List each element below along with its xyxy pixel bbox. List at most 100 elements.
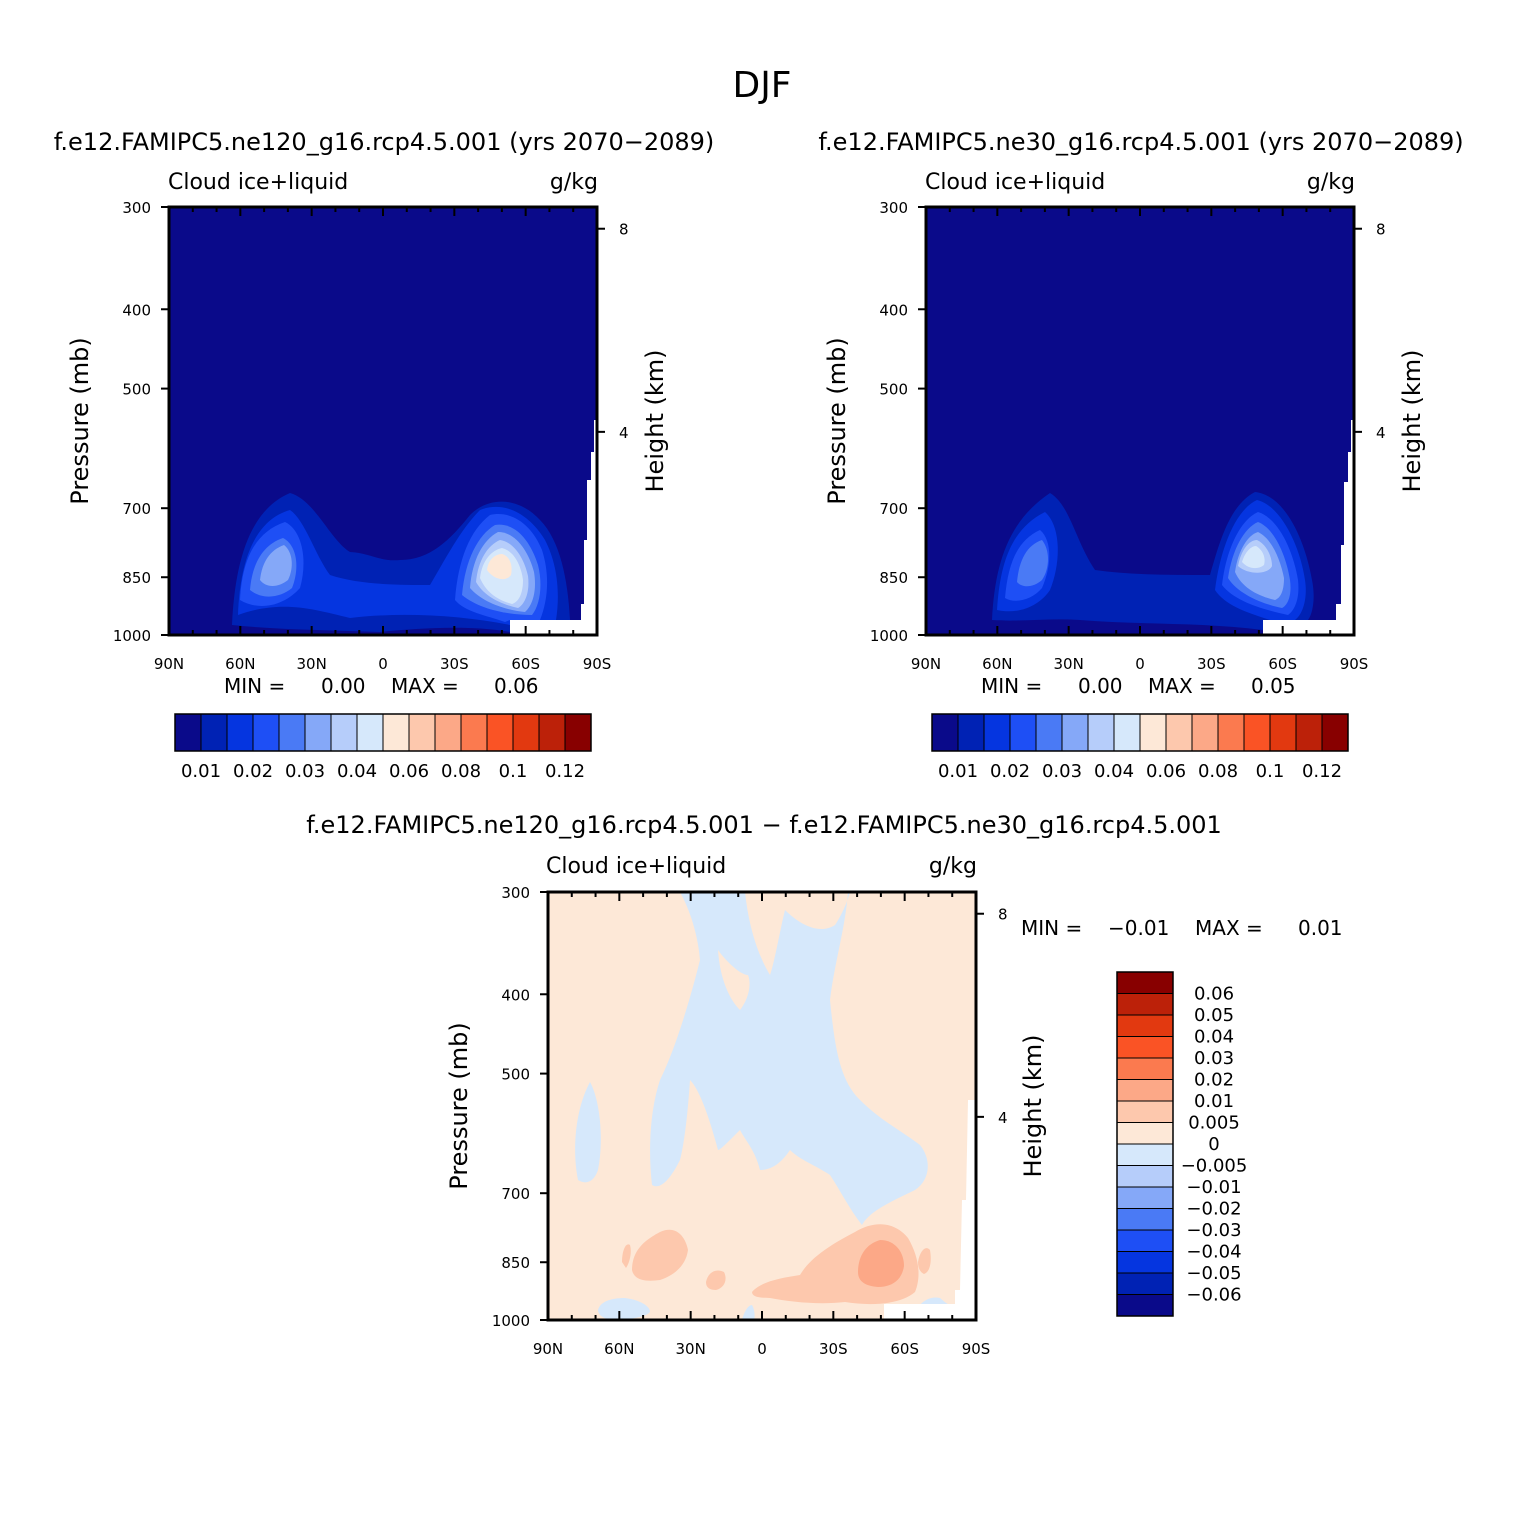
colorbar-tick-label: 0.04 xyxy=(337,761,377,782)
missing-data-area xyxy=(884,1100,976,1320)
colorbar-swatch xyxy=(1116,1100,1174,1123)
panel-ne120: f.e12.FAMIPC5.ne120_g16.rcp4.5.001 (yrs … xyxy=(54,128,715,782)
x-axis: 90N 60N 30N 0 30S 60S 90S xyxy=(533,892,990,1358)
colorbar-tick-label: 0.06 xyxy=(389,761,429,782)
max-label: MAX = xyxy=(1148,674,1216,698)
y-tick-label: 1000 xyxy=(870,627,908,645)
variable-label: Cloud ice+liquid xyxy=(546,854,726,879)
colorbar-tick-label: 0.06 xyxy=(1146,761,1186,782)
panel-difference: f.e12.FAMIPC5.ne120_g16.rcp4.5.001 − f.e… xyxy=(306,811,1342,1358)
variable-label: Cloud ice+liquid xyxy=(168,170,348,195)
colorbar-tick-label: 0.02 xyxy=(1194,1070,1234,1091)
units-label: g/kg xyxy=(550,170,598,195)
colorbar-swatch xyxy=(1321,713,1349,752)
colorbar-tick-label: 0.03 xyxy=(285,761,325,782)
y-tick-label: 400 xyxy=(501,986,530,1004)
max-label: MAX = xyxy=(391,674,459,698)
x-tick-label: 60S xyxy=(890,1340,919,1358)
x-tick-label: 60N xyxy=(982,655,1012,673)
units-label: g/kg xyxy=(1307,170,1355,195)
colorbar-swatch xyxy=(512,713,540,752)
colorbar-tick-label: −0.02 xyxy=(1186,1199,1241,1220)
contour-band xyxy=(487,554,512,580)
colorbar-swatch xyxy=(538,713,566,752)
figure-title: DJF xyxy=(732,65,791,106)
y-tick-label: 500 xyxy=(879,381,908,399)
min-value: 0.00 xyxy=(321,674,366,698)
colorbar-swatch xyxy=(1116,1143,1174,1166)
y-tick-label: 700 xyxy=(879,500,908,518)
x-tick-label: 0 xyxy=(1135,655,1145,673)
colorbar-swatch xyxy=(931,713,959,752)
colorbar-swatch xyxy=(174,713,202,752)
colorbar-swatch xyxy=(1116,1057,1174,1080)
colorbar-swatch xyxy=(1087,713,1115,752)
y2-axis-label: Height (km) xyxy=(1398,350,1426,493)
colorbar-tick-label: 0.01 xyxy=(1194,1091,1234,1112)
max-value: 0.01 xyxy=(1298,916,1343,940)
colorbar-swatch xyxy=(1191,713,1219,752)
y2-tick-label: 8 xyxy=(998,906,1008,924)
x-tick-label: 90N xyxy=(911,655,941,673)
contour-band xyxy=(1017,540,1048,587)
y-tick-label: 1000 xyxy=(113,627,151,645)
colorbar-tick-label: 0.08 xyxy=(1198,761,1238,782)
colorbar-swatch xyxy=(1061,713,1089,752)
y2-tick-label: 8 xyxy=(619,221,629,239)
y-tick-label: 850 xyxy=(879,569,908,587)
colorbar-frame xyxy=(174,713,592,752)
colorbar-swatch xyxy=(1116,1186,1174,1209)
y-tick-label: 300 xyxy=(879,199,908,217)
colorbar-swatch xyxy=(1009,713,1037,752)
x-tick-label: 90N xyxy=(533,1340,563,1358)
contour-band xyxy=(742,1305,755,1320)
colorbar-tick-label: 0.12 xyxy=(1302,761,1342,782)
contour-band xyxy=(598,1298,650,1320)
colorbar-swatch xyxy=(1116,1272,1174,1295)
y-axis: 300 400 500 700 850 1000 xyxy=(870,199,926,645)
max-value: 0.05 xyxy=(1251,674,1296,698)
colorbar-swatch xyxy=(1139,713,1167,752)
y-tick-label: 1000 xyxy=(492,1312,530,1330)
y-tick-label: 300 xyxy=(501,884,530,902)
colorbar-tick-label: 0.005 xyxy=(1188,1113,1240,1134)
x-tick-label: 30S xyxy=(819,1340,848,1358)
x-axis: 90N 60N 30N 0 30S 60S 90S xyxy=(154,207,611,673)
x-tick-label: 60S xyxy=(1268,655,1297,673)
colorbar-swatch xyxy=(252,713,280,752)
panel-title: f.e12.FAMIPC5.ne120_g16.rcp4.5.001 − f.e… xyxy=(306,811,1222,839)
contour-field xyxy=(926,207,1354,635)
colorbar-tick-label: 0.01 xyxy=(181,761,221,782)
colorbar-tick-label: −0.03 xyxy=(1186,1220,1241,1241)
colorbar-swatch xyxy=(1243,713,1271,752)
y-tick-label: 850 xyxy=(122,569,151,587)
colorbar-tick-label: 0.08 xyxy=(441,761,481,782)
colorbar-tick-label: 0.03 xyxy=(1194,1048,1234,1069)
contour-band xyxy=(718,950,750,1010)
y-tick-label: 500 xyxy=(501,1066,530,1084)
min-label: MIN = xyxy=(981,674,1042,698)
y2-axis: 84 xyxy=(1354,221,1386,442)
x-tick-label: 90S xyxy=(1340,655,1369,673)
y-tick-label: 700 xyxy=(122,500,151,518)
colorbar-swatch xyxy=(1116,1294,1174,1317)
y2-tick-label: 4 xyxy=(619,424,629,442)
contour-band xyxy=(650,892,928,1225)
colorbar-swatch xyxy=(304,713,332,752)
y-axis: 300 400 500 700 850 1000 xyxy=(492,884,548,1330)
contour-band xyxy=(632,1229,688,1281)
colorbar-swatch xyxy=(1113,713,1141,752)
y-tick-label: 700 xyxy=(501,1185,530,1203)
colorbar-swatch xyxy=(564,713,592,752)
x-tick-label: 0 xyxy=(757,1340,767,1358)
x-tick-label: 90S xyxy=(962,1340,991,1358)
min-value: −0.01 xyxy=(1108,916,1169,940)
contour-band xyxy=(575,1082,601,1183)
colorbar-swatch xyxy=(460,713,488,752)
x-tick-label: 30N xyxy=(297,655,327,673)
colorbar-frame xyxy=(1116,971,1174,1317)
colorbar-swatch xyxy=(1116,971,1174,994)
colorbar-swatch xyxy=(382,713,410,752)
colorbar-swatch xyxy=(356,713,384,752)
colorbar-swatch xyxy=(1116,1036,1174,1059)
